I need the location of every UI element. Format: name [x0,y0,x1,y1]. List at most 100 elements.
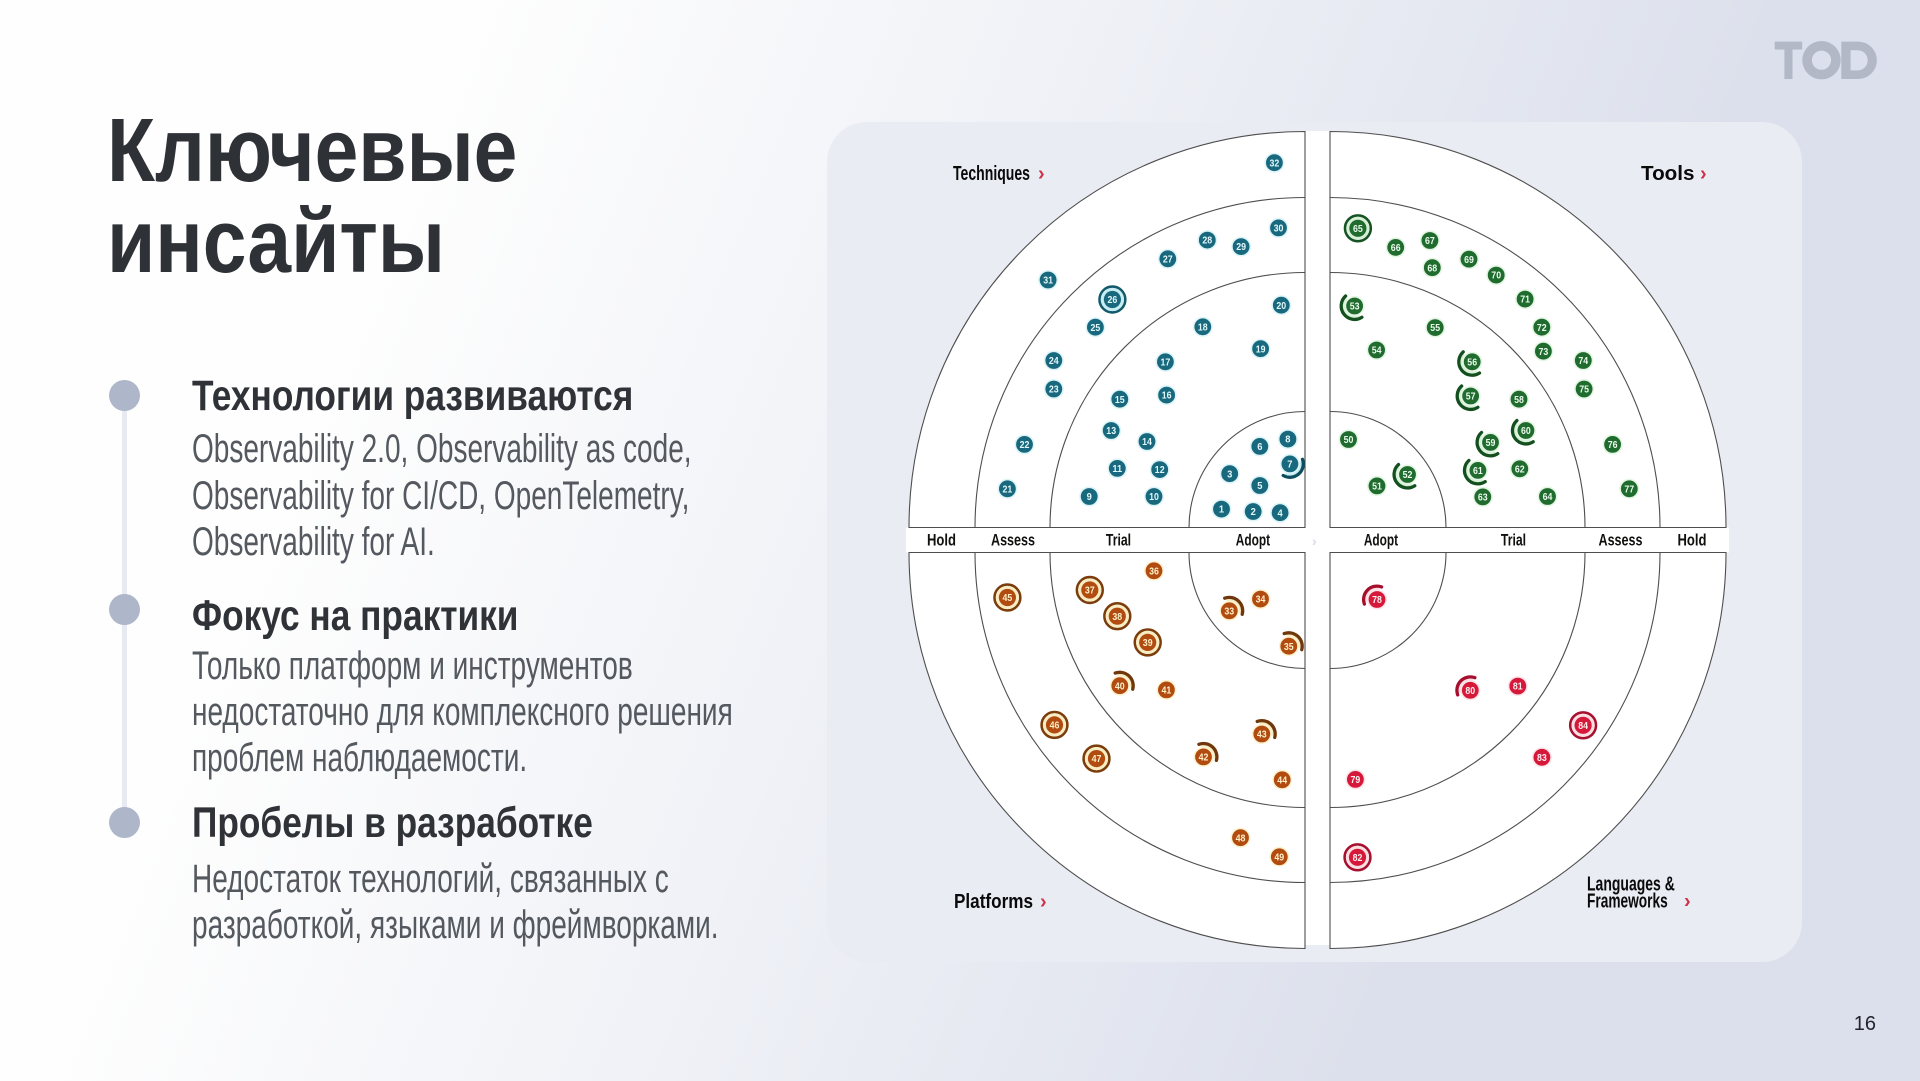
svg-text:83: 83 [1537,753,1547,764]
svg-text:45: 45 [1003,593,1013,604]
svg-text:Assess: Assess [991,531,1035,550]
svg-text:54: 54 [1372,346,1382,357]
svg-text:4: 4 [1278,508,1283,519]
svg-text:41: 41 [1162,686,1172,697]
svg-text:35: 35 [1284,642,1294,653]
svg-text:47: 47 [1092,754,1102,765]
svg-text:7: 7 [1287,460,1292,471]
svg-text:23: 23 [1049,385,1059,396]
svg-text:Trial: Trial [1501,531,1526,550]
svg-text:›: › [1700,163,1707,185]
svg-text:2: 2 [1251,507,1256,518]
svg-text:11: 11 [1112,464,1122,475]
svg-text:Techniques: Techniques [953,163,1030,185]
svg-text:59: 59 [1486,438,1496,449]
svg-text:Platforms: Platforms [954,891,1033,913]
svg-text:70: 70 [1491,271,1501,282]
svg-text:12: 12 [1155,465,1165,476]
svg-text:13: 13 [1106,426,1116,437]
svg-text:79: 79 [1351,775,1361,786]
svg-text:72: 72 [1537,323,1547,334]
svg-text:10: 10 [1149,492,1159,503]
svg-text:6: 6 [1257,442,1262,453]
svg-text:42: 42 [1199,753,1209,764]
svg-text:62: 62 [1515,464,1525,475]
svg-text:Tools: Tools [1641,163,1695,185]
svg-text:22: 22 [1020,440,1030,451]
svg-text:67: 67 [1425,236,1435,247]
svg-text:51: 51 [1372,482,1382,493]
svg-text:80: 80 [1465,686,1475,697]
svg-text:20: 20 [1276,301,1286,312]
svg-text:30: 30 [1274,224,1284,235]
svg-text:66: 66 [1391,243,1401,254]
svg-text:37: 37 [1085,586,1095,597]
svg-text:8: 8 [1285,435,1290,446]
svg-text:74: 74 [1578,356,1588,367]
svg-text:61: 61 [1473,466,1483,477]
svg-text:›: › [1312,533,1317,549]
svg-text:71: 71 [1520,295,1530,306]
svg-text:39: 39 [1143,638,1153,649]
svg-text:48: 48 [1236,833,1246,844]
svg-text:19: 19 [1256,344,1266,355]
svg-text:27: 27 [1163,254,1173,265]
svg-text:58: 58 [1514,395,1524,406]
svg-text:Adopt: Adopt [1236,531,1271,550]
svg-text:73: 73 [1539,347,1549,358]
svg-text:31: 31 [1043,276,1053,287]
svg-text:14: 14 [1142,437,1152,448]
svg-text:60: 60 [1521,426,1531,437]
svg-text:57: 57 [1466,392,1476,403]
svg-text:34: 34 [1256,595,1266,606]
svg-text:28: 28 [1202,236,1212,247]
svg-text:Assess: Assess [1599,531,1643,550]
svg-text:32: 32 [1270,158,1280,169]
svg-text:43: 43 [1257,730,1267,741]
svg-text:69: 69 [1464,255,1474,266]
svg-text:24: 24 [1049,356,1059,367]
svg-text:Languages &: Languages & [1587,874,1675,896]
svg-text:75: 75 [1579,385,1589,396]
svg-text:29: 29 [1236,242,1246,253]
svg-text:84: 84 [1578,721,1588,732]
svg-text:50: 50 [1344,435,1354,446]
svg-text:64: 64 [1543,492,1553,503]
svg-text:25: 25 [1091,323,1101,334]
svg-text:36: 36 [1149,566,1159,577]
svg-text:49: 49 [1274,852,1284,863]
svg-text:5: 5 [1257,481,1262,492]
svg-text:33: 33 [1224,606,1234,617]
svg-text:44: 44 [1277,775,1287,786]
svg-text:9: 9 [1087,492,1092,503]
svg-text:82: 82 [1353,853,1363,864]
svg-text:63: 63 [1478,493,1488,504]
svg-text:21: 21 [1003,484,1013,495]
svg-text:81: 81 [1513,682,1523,693]
svg-text:26: 26 [1108,295,1118,306]
svg-text:Frameworks: Frameworks [1587,890,1668,912]
svg-text:53: 53 [1350,302,1360,313]
svg-text:18: 18 [1198,322,1208,333]
svg-text:38: 38 [1112,612,1122,623]
svg-text:3: 3 [1227,469,1232,480]
svg-text:16: 16 [1162,391,1172,402]
svg-text:1: 1 [1219,505,1224,516]
svg-text:77: 77 [1624,484,1634,495]
svg-text:15: 15 [1115,395,1125,406]
svg-text:76: 76 [1608,440,1618,451]
svg-text:52: 52 [1403,470,1413,481]
svg-text:56: 56 [1467,357,1477,368]
svg-text:40: 40 [1115,681,1125,692]
svg-text:Adopt: Adopt [1364,531,1399,550]
svg-text:Hold: Hold [927,531,956,550]
svg-text:55: 55 [1430,323,1440,334]
svg-text:17: 17 [1161,357,1171,368]
svg-text:78: 78 [1372,595,1382,606]
svg-text:68: 68 [1427,263,1437,274]
svg-text:65: 65 [1353,224,1363,235]
svg-text:›: › [1684,891,1691,913]
svg-text:46: 46 [1050,721,1060,732]
svg-text:›: › [1038,163,1045,185]
svg-text:Hold: Hold [1678,531,1707,550]
